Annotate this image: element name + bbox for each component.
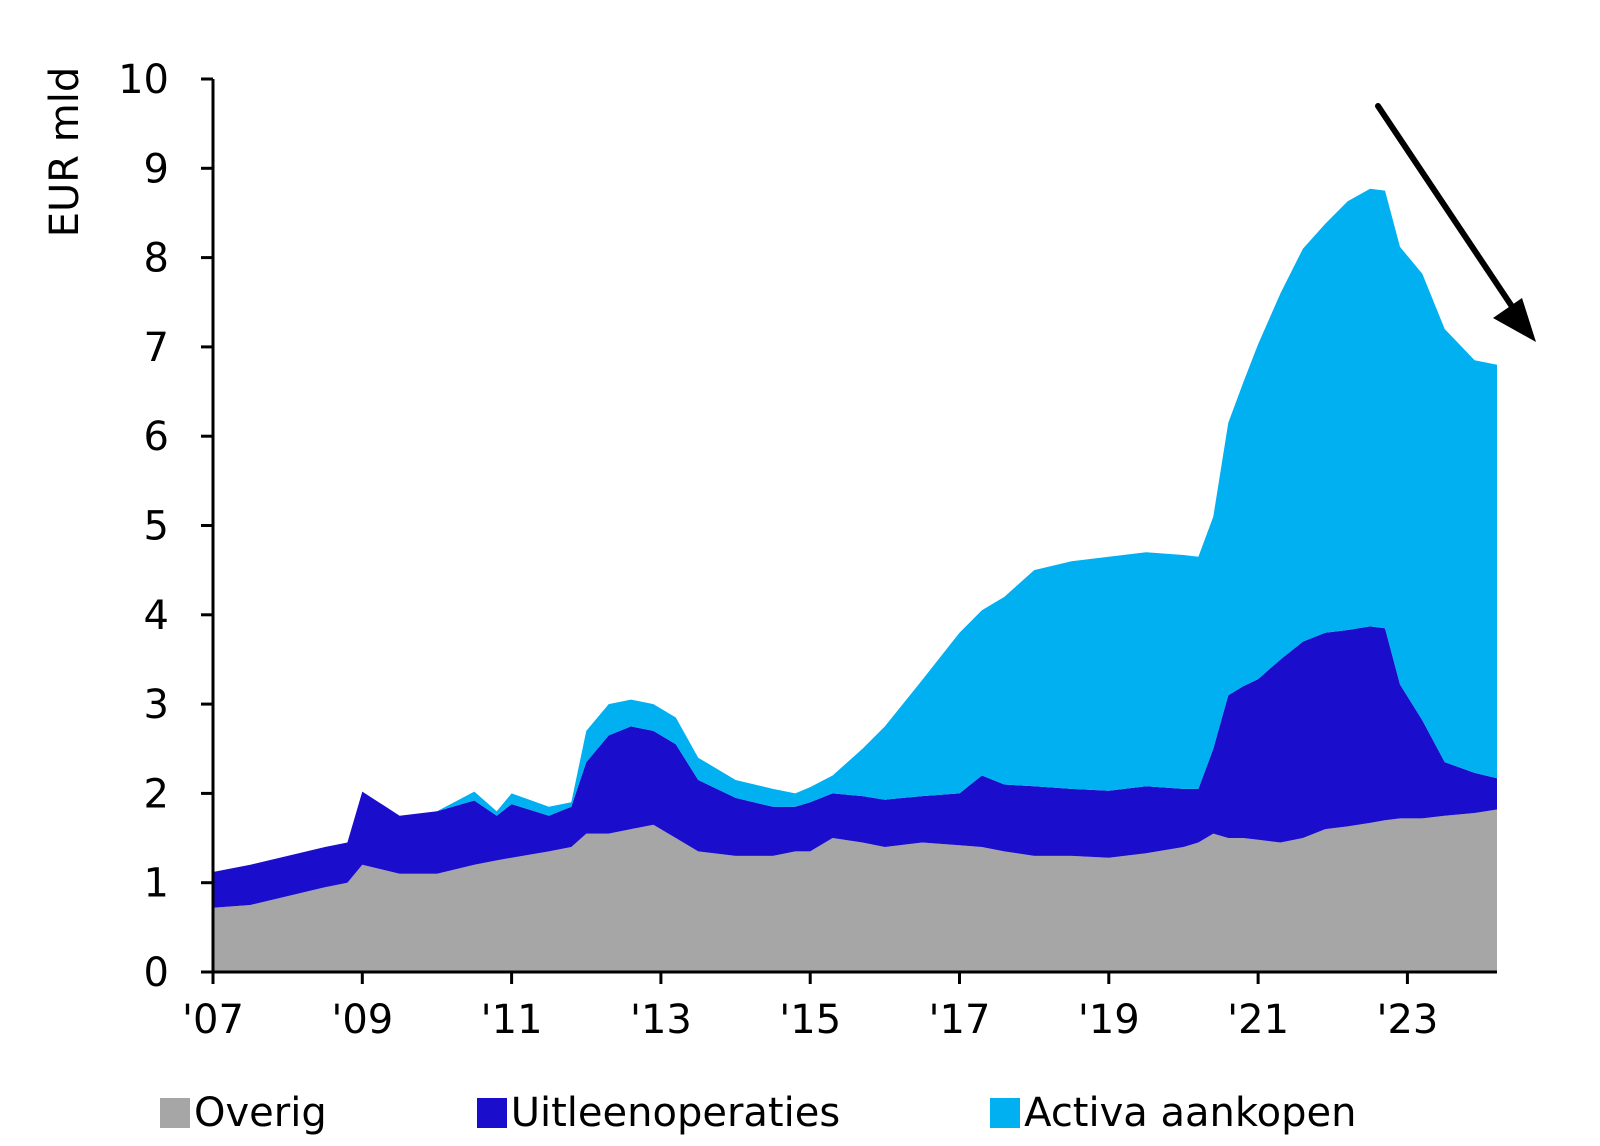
x-axis-ticks: '07 '09 '11 '13 '15 '17 '19 '21 '23 (182, 972, 1438, 1043)
x-tick-label: '23 (1376, 997, 1438, 1043)
trend-arrow-shaft (1375, 103, 1516, 311)
y-tick-label: 7 (144, 325, 169, 371)
legend-item-overig: Overig (160, 1090, 327, 1136)
legend: Overig Uitleenoperaties Activa aankopen (160, 1085, 1356, 1141)
x-tick-label: '13 (630, 997, 692, 1043)
legend-label-uitleenoperaties: Uitleenoperaties (510, 1090, 841, 1136)
x-tick-label: '21 (1227, 997, 1289, 1043)
stacked-areas (213, 188, 1497, 972)
area-overig (213, 809, 1497, 972)
trend-arrow (1375, 103, 1536, 342)
legend-swatch-overig (160, 1098, 190, 1128)
legend-item-uitleenoperaties: Uitleenoperaties (476, 1090, 841, 1136)
area-activa-aankopen (213, 188, 1497, 873)
y-tick-label: 9 (144, 146, 169, 192)
x-tick-label: '11 (481, 997, 543, 1043)
y-tick-label: 6 (144, 414, 169, 460)
x-tick-label: '15 (779, 997, 841, 1043)
area-uitleenoperaties (213, 626, 1497, 908)
y-tick-label: 0 (144, 950, 169, 996)
legend-label-overig: Overig (194, 1090, 327, 1136)
legend-swatch-uitleenoperaties (476, 1098, 507, 1128)
x-tick-label: '09 (331, 997, 393, 1043)
x-tick-label: '07 (182, 997, 244, 1043)
legend-label-activa-aankopen: Activa aankopen (1024, 1090, 1357, 1136)
y-axis-ticks: 0 1 2 3 4 5 6 7 8 9 10 (118, 57, 213, 996)
y-tick-label: 8 (144, 236, 169, 282)
trend-arrow-head (1493, 298, 1536, 342)
balance-sheet-chart: 0 1 2 3 4 5 6 7 8 9 10 '07 '09 '11 '13 '15 '17 '19 '21 '23… (42, 57, 1536, 1043)
y-tick-label: 4 (144, 593, 169, 639)
y-axis-title: EUR mld (42, 67, 88, 238)
y-tick-label: 1 (144, 861, 169, 907)
y-tick-label: 2 (144, 771, 169, 817)
y-tick-label: 5 (144, 504, 169, 550)
x-tick-label: '17 (929, 997, 991, 1043)
x-tick-label: '19 (1078, 997, 1140, 1043)
legend-swatch-activa-aankopen (990, 1098, 1021, 1128)
y-tick-label: 10 (118, 57, 169, 103)
legend-item-activa-aankopen: Activa aankopen (990, 1090, 1356, 1136)
y-tick-label: 3 (144, 682, 169, 728)
